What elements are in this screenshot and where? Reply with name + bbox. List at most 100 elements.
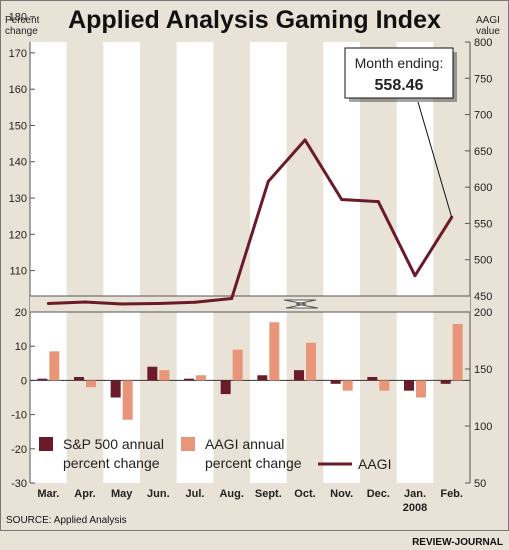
aagi-change-bar <box>122 380 133 420</box>
x-tick-label: Mar. <box>37 488 59 500</box>
aagi-line <box>48 138 453 306</box>
lower-right-tick-label: 50 <box>474 478 486 490</box>
lower-left-tick-label: -10 <box>11 410 27 422</box>
upper-right-tick-label: 700 <box>474 110 492 122</box>
upper-right-tick-label: 750 <box>474 73 492 85</box>
aagi-change-bar <box>269 322 280 381</box>
sp500-bar <box>367 376 378 381</box>
x-tick-label: Dec. <box>367 488 390 500</box>
sp500-bar <box>184 378 194 381</box>
lower-column-band <box>176 312 214 483</box>
legend-sp500-label: percent change <box>63 455 160 471</box>
x-tick-label: Jun. <box>147 488 170 500</box>
left-axis-label-line1: Percent <box>5 15 40 26</box>
lower-left-tick-label: -30 <box>11 478 27 490</box>
right-axis-label-line1: AAGI <box>476 15 500 26</box>
lower-right-tick-label: 200 <box>474 307 492 319</box>
aagi-point <box>120 302 124 306</box>
upper-right-tick-label: 450 <box>474 291 492 303</box>
aagi-point <box>413 274 417 278</box>
upper-left-tick-label: 140 <box>9 157 27 169</box>
upper-right-tick-label: 650 <box>474 146 492 158</box>
lower-left-tick-label: 10 <box>15 341 27 353</box>
left-axis-label-line2: change <box>5 26 38 37</box>
upper-left-tick-label: 160 <box>9 84 27 96</box>
legend-sp500-swatch <box>39 437 53 451</box>
aagi-change-bar <box>232 349 243 381</box>
lower-right-tick-label: 100 <box>474 421 492 433</box>
aagi-point <box>156 302 160 305</box>
lower-column-band <box>103 312 140 483</box>
x-tick-label: Apr. <box>74 488 95 500</box>
upper-left-tick-label: 110 <box>9 266 27 278</box>
aagi-change-bar <box>416 380 426 398</box>
upper-right-tick-label: 500 <box>474 255 492 267</box>
upper-left-tick-label: 170 <box>9 48 27 60</box>
sp500-bar <box>220 380 231 395</box>
source-note: SOURCE: Applied Analysis <box>6 515 127 526</box>
aagi-change-bar <box>196 375 206 381</box>
x-tick-label: Nov. <box>330 488 353 500</box>
lower-left-tick-label: 0 <box>21 375 27 387</box>
x-tick-label: Oct. <box>294 488 315 500</box>
legend-sp500-label: S&P 500 annual <box>63 436 164 452</box>
sp500-bar <box>404 380 414 391</box>
sp500-bar <box>330 380 341 384</box>
x-tick-label: Feb. <box>440 488 463 500</box>
aagi-point <box>46 302 50 305</box>
aagi-change-bar <box>306 342 316 381</box>
aagi-point <box>303 138 307 142</box>
sp500-bar <box>440 380 451 384</box>
lower-column-band <box>396 312 434 483</box>
legend-aagi-change-label: AAGI annual <box>205 436 284 452</box>
aagi-change-bar <box>452 323 463 381</box>
upper-column-band <box>103 42 140 296</box>
upper-left-tick-label: 180 <box>9 12 27 24</box>
upper-left-tick-label: 120 <box>9 229 27 241</box>
aagi-point <box>83 300 87 304</box>
aagi-point <box>340 197 344 201</box>
callout-box <box>344 47 454 99</box>
upper-right-tick-label: 600 <box>474 182 492 194</box>
legend-aagi-label: AAGI <box>358 456 391 472</box>
x-tick-label: Jul. <box>186 488 205 500</box>
sp500-bar <box>37 378 48 381</box>
lower-column-band <box>250 312 287 483</box>
aagi-change-bar <box>49 351 60 381</box>
aagi-change-bar <box>86 380 96 388</box>
x-tick-label: Aug. <box>219 488 243 500</box>
callout-pointer <box>417 101 453 218</box>
upper-column-band <box>30 42 67 296</box>
aagi-point <box>266 179 270 183</box>
legend-aagi-change-label: percent change <box>205 455 302 471</box>
x-tick-label: 2008 <box>403 502 427 514</box>
axis-break-band <box>30 296 470 312</box>
aagi-point <box>230 297 234 300</box>
upper-right-tick-label: 550 <box>474 218 492 230</box>
lower-right-tick-label: 150 <box>474 364 492 376</box>
right-axis-label-line2: value <box>476 26 500 37</box>
aagi-change-bar <box>342 380 353 391</box>
sp500-bar <box>110 380 121 398</box>
sp500-bar <box>147 366 158 381</box>
x-tick-label: Jan. <box>404 488 426 500</box>
aagi-point <box>193 300 197 304</box>
sp500-bar <box>74 376 84 381</box>
chart-title: Applied Analysis Gaming Index <box>68 6 441 34</box>
lower-column-band <box>323 312 360 483</box>
sp500-bar <box>257 375 268 381</box>
axis-break-symbol <box>283 299 319 309</box>
upper-left-tick-label: 130 <box>9 193 27 205</box>
callout-label: Month ending: <box>355 55 444 71</box>
upper-left-tick-label: 150 <box>9 120 27 132</box>
aagi-point <box>376 200 380 204</box>
aagi-change-bar <box>379 380 390 391</box>
upper-right-tick-label: 800 <box>474 37 492 49</box>
sp500-bar <box>294 370 304 381</box>
lower-column-band <box>30 312 67 483</box>
lower-left-tick-label: -20 <box>11 444 27 456</box>
legend-aagi-change-swatch <box>181 437 195 451</box>
x-tick-label: Sept. <box>255 488 282 500</box>
